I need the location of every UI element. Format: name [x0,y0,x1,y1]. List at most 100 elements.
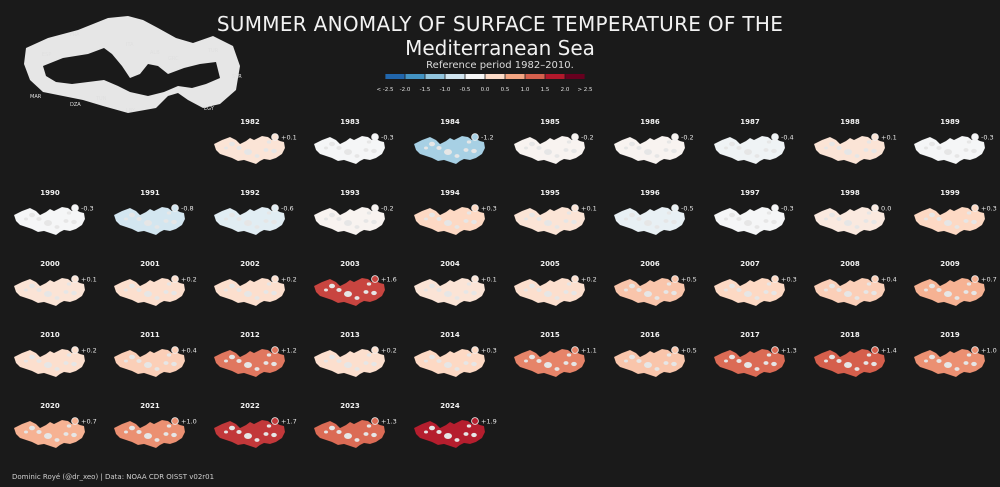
land-mass [736,288,742,292]
anomaly-value-label: +1.0 [181,418,197,426]
land-mass [929,141,935,147]
land-mass [636,359,642,363]
map-panel-2014: 2014 +0.3 [413,331,497,378]
land-mass [671,148,677,154]
color-legend: < -2.5 -2.0 -1.5 -1.0 -0.5 0.0 0.5 1.0 1.5 2.0 > 2… [376,74,593,93]
anomaly-value-label: 0.0 [881,205,891,213]
land-mass [629,212,635,218]
land-mass [336,359,342,363]
land-mass [424,288,428,292]
land-mass [263,219,269,223]
anomaly-dot [371,204,379,212]
land-mass [436,359,442,363]
land-mass [744,362,752,368]
anomaly-value-label: +0.2 [81,347,97,355]
anomaly-dot [271,204,279,212]
land-mass [354,367,360,371]
land-mass [463,361,469,365]
map-panel-2006: 2006 +0.5 [613,260,697,307]
anomaly-value-label: +0.3 [981,205,997,213]
land-mass [536,288,542,292]
land-mass [663,361,669,365]
land-mass [966,211,972,215]
land-mass [329,354,335,360]
anomaly-value-label: +0.1 [281,134,297,142]
land-mass [54,225,60,229]
land-mass [844,220,852,226]
land-mass [366,140,372,144]
land-mass [224,288,228,292]
anomaly-value-label: +1.9 [481,418,497,426]
land-mass [963,148,969,152]
land-mass [329,141,335,147]
land-mass [224,430,228,434]
land-mass [236,146,242,150]
land-mass [629,141,635,147]
map-panel-1999: 1999 +0.3 [913,189,997,236]
land-mass [654,225,660,229]
land-mass [154,296,160,300]
anomaly-value-label: +1.2 [281,347,297,355]
panel-year-label: 1991 [140,189,160,197]
land-mass [324,359,328,363]
map-panel-1984: 1984 -1.2 [413,118,494,165]
land-mass [724,217,728,221]
land-mass [263,290,269,294]
land-mass [166,424,172,428]
land-mass [663,290,669,294]
map-panel-2008: 2008 +0.4 [813,260,897,307]
anomaly-value-label: +0.2 [381,347,397,355]
land-mass [54,296,60,300]
anomaly-value-label: -1.2 [481,134,494,142]
land-mass [136,288,142,292]
land-mass [154,225,160,229]
land-mass [744,220,752,226]
land-mass [663,219,669,223]
land-mass [629,283,635,289]
land-mass [544,291,552,297]
land-mass [144,291,152,297]
land-mass [329,212,335,218]
map-panel-1987: 1987 -0.4 [713,118,794,165]
locator-label-ita: ITA [126,42,134,48]
land-mass [363,148,369,152]
land-mass [729,354,735,360]
map-panel-1991: 1991 -0.8 [113,189,194,236]
land-mass [429,283,435,289]
map-panel-2016: 2016 +0.5 [613,331,697,378]
land-mass [724,288,728,292]
anomaly-dot [571,204,579,212]
land-mass [963,290,969,294]
footer-credit: Dominic Royé (@dr_xeo) | Data: NOAA CDR … [12,473,215,481]
land-mass [736,146,742,150]
land-mass [371,361,377,367]
anomaly-dot [71,204,79,212]
legend-swatch [485,74,506,79]
land-mass [571,148,577,154]
land-mass [263,432,269,436]
land-mass [724,359,728,363]
map-panel-1992: 1992 -0.6 [213,189,294,236]
anomaly-value-label: -0.3 [981,134,994,142]
land-mass [524,288,528,292]
land-mass [144,433,152,439]
land-mass [229,354,235,360]
land-mass [736,359,742,363]
anomaly-value-label: +0.3 [781,276,797,284]
land-mass [229,425,235,431]
land-mass [654,296,660,300]
land-mass [66,353,72,357]
land-mass [371,148,377,154]
panel-year-label: 2016 [640,331,660,339]
anomaly-value-label: -0.2 [381,205,394,213]
anomaly-dot [871,204,879,212]
land-mass [124,288,128,292]
legend-swatch [525,74,546,79]
land-mass [429,212,435,218]
panel-year-label: 1990 [40,189,60,197]
land-mass [236,288,242,292]
land-mass [63,219,69,223]
panel-year-label: 1984 [440,118,460,126]
land-mass [563,219,569,223]
